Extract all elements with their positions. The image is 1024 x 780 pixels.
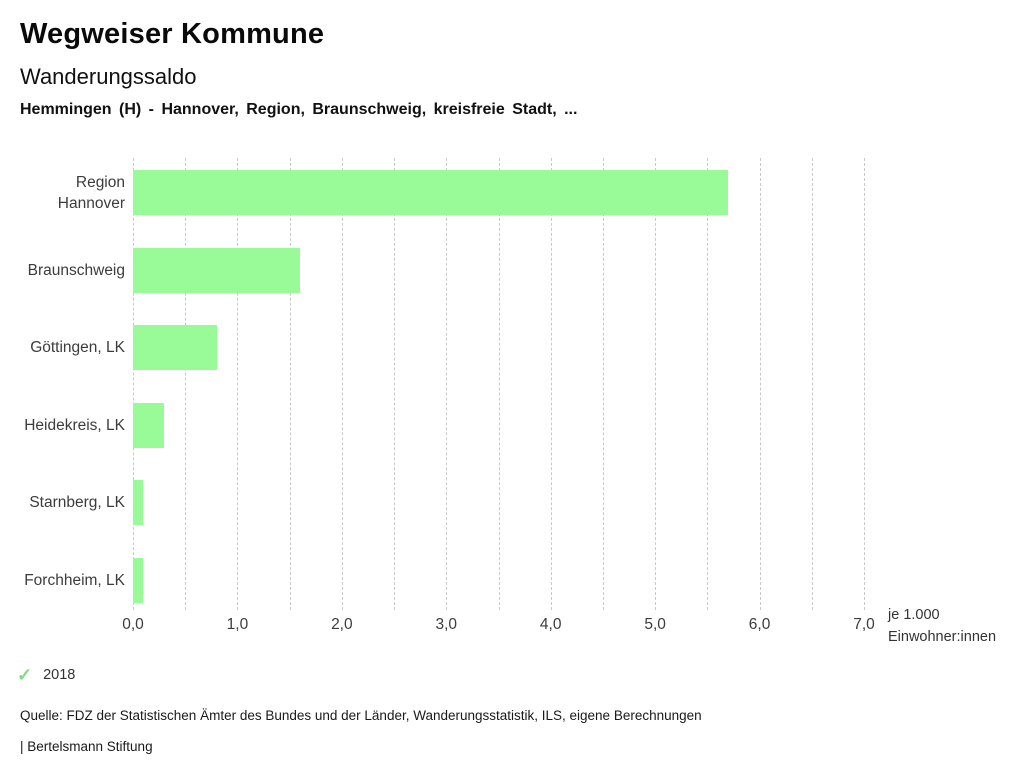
x-axis-unit-line2: Einwohner:innen [888, 629, 997, 645]
gridline [759, 158, 761, 610]
bar-forchheim-lk[interactable] [133, 558, 144, 603]
ylabel-starnberg-lk: Starnberg, LK [29, 494, 125, 512]
source-text: Quelle: FDZ der Statistischen Ämter des … [20, 708, 702, 723]
x-tick-label: 2,0 [331, 616, 353, 633]
bar-starnberg-lk[interactable] [133, 480, 144, 526]
gridline [289, 158, 291, 610]
chart-subtitle: Hemmingen (H) - Hannover, Region, Brauns… [20, 101, 578, 118]
x-tick-label: 6,0 [748, 616, 771, 633]
gridline [498, 158, 500, 610]
bar-chart: Region Hannover Braunschweig Göttingen, LK… [0, 158, 1024, 658]
checkmark-icon: ✓ [17, 665, 33, 685]
gridline [707, 158, 709, 610]
chart-title: Wanderungssaldo [20, 64, 197, 89]
gridline [864, 158, 865, 610]
x-tick-label: 1,0 [226, 616, 249, 633]
bar-göttingen-lk[interactable] [133, 325, 217, 371]
gridline [133, 158, 134, 610]
ylabel-region-hannover: Region Hannover [57, 173, 125, 212]
plot-area [133, 158, 865, 610]
gridline [185, 158, 187, 610]
gridline [394, 158, 396, 610]
bar-region-hannover[interactable] [133, 170, 729, 215]
legend-year-label: 2018 [43, 667, 76, 683]
gridline [811, 158, 813, 610]
x-tick-label: 5,0 [644, 616, 666, 633]
gridline [341, 158, 343, 610]
app-title: Wegweiser Kommune [20, 18, 325, 50]
x-tick-label: 7,0 [853, 616, 875, 633]
x-axis-unit-line1: je 1.000 [888, 607, 940, 623]
gridline [446, 158, 448, 610]
gridline [602, 158, 604, 610]
x-axis-unit-label: je 1.000 Einwohner:innen [888, 604, 996, 648]
x-tick-label: 3,0 [435, 616, 458, 633]
attribution-text: | Bertelsmann Stiftung [20, 739, 153, 754]
legend-item-2018[interactable]: ✓ 2018 [17, 666, 75, 684]
bar-braunschweig[interactable] [133, 247, 301, 293]
ylabel-heidekreis-lk: Heidekreis, LK [24, 416, 125, 434]
x-tick-label: 0,0 [122, 616, 144, 633]
ylabel-göttingen-lk: Göttingen, LK [30, 339, 125, 357]
gridline [237, 158, 239, 610]
ylabel-braunschweig: Braunschweig [27, 261, 125, 279]
x-tick-label: 4,0 [539, 616, 562, 633]
gridline [655, 158, 657, 610]
gridline [550, 158, 552, 610]
bar-heidekreis-lk[interactable] [133, 402, 165, 448]
ylabel-forchheim-lk: Forchheim, LK [24, 572, 125, 589]
